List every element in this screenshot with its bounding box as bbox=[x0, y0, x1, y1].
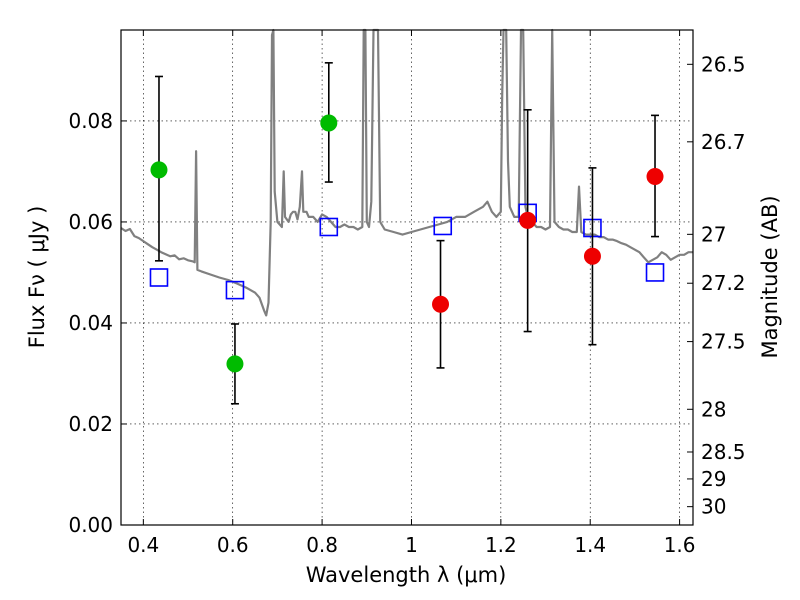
x-tick-label: 0.6 bbox=[217, 533, 249, 557]
x-tick-label: 1.2 bbox=[485, 533, 517, 557]
grid bbox=[121, 30, 693, 525]
x-tick-label: 1.4 bbox=[574, 533, 606, 557]
x-tick-label: 1.6 bbox=[664, 533, 696, 557]
x-tick-label: 1 bbox=[405, 533, 418, 557]
y2-tick-label: 28 bbox=[701, 397, 726, 421]
spectrum bbox=[120, 28, 693, 317]
observed-flux-point bbox=[646, 167, 664, 185]
y-tick-label: 0.08 bbox=[68, 109, 113, 133]
y-tick-label: 0.06 bbox=[68, 210, 113, 234]
x-tick-label: 0.4 bbox=[127, 533, 159, 557]
y-tick-label: 0.04 bbox=[68, 311, 113, 335]
ticks: 0.4 0.6 0.8 1 1.2 1.4 1.6 0.00 0.02 0.04 0.06 0.08 2… bbox=[68, 30, 746, 557]
model-square-point bbox=[149, 268, 169, 287]
y2-tick-label: 26.7 bbox=[701, 130, 746, 154]
spectrum-line bbox=[120, 28, 693, 317]
y2-tick-label: 27 bbox=[701, 222, 726, 246]
y-axis-label: Flux Fν ( μJy ) bbox=[25, 206, 49, 349]
observed-flux-point bbox=[583, 247, 601, 265]
model-square-point bbox=[433, 216, 453, 236]
y2-tick-label: 28.5 bbox=[701, 440, 746, 464]
x-tick-label: 0.8 bbox=[306, 533, 338, 557]
observed-flux-point bbox=[226, 355, 244, 373]
model-square-point bbox=[645, 263, 665, 282]
y-tick-label: 0.00 bbox=[68, 513, 113, 537]
y2-tick-label: 27.5 bbox=[701, 330, 746, 354]
y2-tick-label: 30 bbox=[701, 495, 726, 519]
y2-axis-label: Magnitude (AB) bbox=[758, 195, 782, 358]
y2-tick-label: 27.2 bbox=[701, 271, 746, 295]
y2-tick-label: 29 bbox=[701, 467, 726, 491]
y-tick-label: 0.02 bbox=[68, 412, 113, 436]
y2-tick-label: 26.5 bbox=[701, 52, 746, 76]
x-axis-label: Wavelength λ (μm) bbox=[306, 563, 507, 587]
markers bbox=[149, 62, 665, 405]
model-square-point bbox=[319, 217, 339, 237]
observed-flux-point bbox=[519, 211, 537, 229]
observed-flux-point bbox=[320, 114, 338, 132]
observed-flux-point bbox=[432, 295, 450, 313]
observed-flux-point bbox=[150, 161, 168, 179]
plot-frame bbox=[120, 29, 694, 526]
model-square-point bbox=[225, 280, 245, 300]
